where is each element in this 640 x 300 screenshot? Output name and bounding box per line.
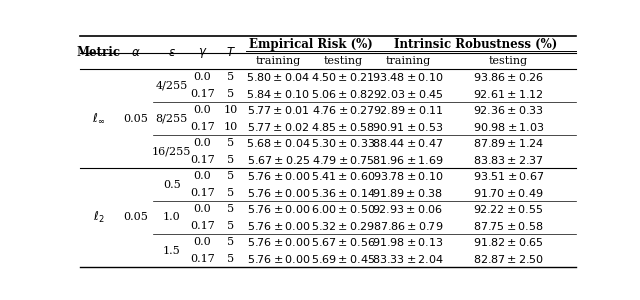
Text: 16/255: 16/255 bbox=[152, 146, 191, 157]
Text: $91.82 \pm 0.65$: $91.82 \pm 0.65$ bbox=[473, 236, 544, 248]
Text: $4.85 \pm 0.58$: $4.85 \pm 0.58$ bbox=[311, 121, 375, 133]
Text: Empirical Risk (%): Empirical Risk (%) bbox=[249, 38, 372, 51]
Text: 1.5: 1.5 bbox=[163, 245, 180, 256]
Text: $93.48 \pm 0.10$: $93.48 \pm 0.10$ bbox=[372, 71, 444, 83]
Text: $5.76 \pm 0.00$: $5.76 \pm 0.00$ bbox=[246, 236, 310, 248]
Text: $5.69 \pm 0.45$: $5.69 \pm 0.45$ bbox=[311, 253, 375, 265]
Text: testing: testing bbox=[323, 56, 362, 66]
Text: 1.0: 1.0 bbox=[163, 212, 180, 223]
Text: $91.89 \pm 0.38$: $91.89 \pm 0.38$ bbox=[372, 187, 444, 199]
Text: $5.41 \pm 0.60$: $5.41 \pm 0.60$ bbox=[310, 170, 375, 182]
Text: 10: 10 bbox=[223, 105, 237, 115]
Text: $\ell_\infty$: $\ell_\infty$ bbox=[92, 112, 105, 125]
Text: $92.61 \pm 1.12$: $92.61 \pm 1.12$ bbox=[473, 88, 544, 100]
Text: $5.76 \pm 0.00$: $5.76 \pm 0.00$ bbox=[246, 187, 310, 199]
Text: 0.17: 0.17 bbox=[190, 188, 215, 198]
Text: $92.89 \pm 0.11$: $92.89 \pm 0.11$ bbox=[372, 104, 444, 116]
Text: $5.76 \pm 0.00$: $5.76 \pm 0.00$ bbox=[246, 220, 310, 232]
Text: training: training bbox=[256, 56, 301, 66]
Text: 0.17: 0.17 bbox=[190, 254, 215, 264]
Text: $\mathit{T}$: $\mathit{T}$ bbox=[225, 46, 236, 59]
Text: 0.17: 0.17 bbox=[190, 155, 215, 165]
Text: 0.0: 0.0 bbox=[194, 237, 211, 247]
Text: 0.17: 0.17 bbox=[190, 122, 215, 132]
Text: $91.70 \pm 0.49$: $91.70 \pm 0.49$ bbox=[473, 187, 544, 199]
Text: $\ell_2$: $\ell_2$ bbox=[93, 210, 104, 225]
Text: $5.76 \pm 0.00$: $5.76 \pm 0.00$ bbox=[246, 253, 310, 265]
Text: $5.68 \pm 0.04$: $5.68 \pm 0.04$ bbox=[246, 137, 310, 149]
Text: 5: 5 bbox=[227, 138, 234, 148]
Text: $5.06 \pm 0.82$: $5.06 \pm 0.82$ bbox=[311, 88, 375, 100]
Text: $5.76 \pm 0.00$: $5.76 \pm 0.00$ bbox=[246, 203, 310, 215]
Text: $92.93 \pm 0.06$: $92.93 \pm 0.06$ bbox=[372, 203, 444, 215]
Text: $5.80 \pm 0.04$: $5.80 \pm 0.04$ bbox=[246, 71, 310, 83]
Text: $93.78 \pm 0.10$: $93.78 \pm 0.10$ bbox=[372, 170, 444, 182]
Text: $91.98 \pm 0.13$: $91.98 \pm 0.13$ bbox=[372, 236, 444, 248]
Text: 0.0: 0.0 bbox=[194, 171, 211, 181]
Text: 0.0: 0.0 bbox=[194, 105, 211, 115]
Text: 5: 5 bbox=[227, 237, 234, 247]
Text: training: training bbox=[385, 56, 431, 66]
Text: Metric: Metric bbox=[77, 46, 120, 59]
Text: $5.84 \pm 0.10$: $5.84 \pm 0.10$ bbox=[246, 88, 310, 100]
Text: 0.17: 0.17 bbox=[190, 89, 215, 99]
Text: $4.76 \pm 0.27$: $4.76 \pm 0.27$ bbox=[312, 104, 374, 116]
Text: Intrinsic Robustness (%): Intrinsic Robustness (%) bbox=[394, 38, 557, 51]
Text: $5.76 \pm 0.00$: $5.76 \pm 0.00$ bbox=[246, 170, 310, 182]
Text: 5: 5 bbox=[227, 221, 234, 231]
Text: 0.05: 0.05 bbox=[123, 113, 148, 124]
Text: 4/255: 4/255 bbox=[156, 80, 188, 91]
Text: $93.86 \pm 0.26$: $93.86 \pm 0.26$ bbox=[473, 71, 544, 83]
Text: $83.33 \pm 2.04$: $83.33 \pm 2.04$ bbox=[372, 253, 444, 265]
Text: $\gamma$: $\gamma$ bbox=[198, 46, 207, 59]
Text: 5: 5 bbox=[227, 89, 234, 99]
Text: $92.03 \pm 0.45$: $92.03 \pm 0.45$ bbox=[372, 88, 444, 100]
Text: $5.77 \pm 0.02$: $5.77 \pm 0.02$ bbox=[247, 121, 310, 133]
Text: $6.00 \pm 0.50$: $6.00 \pm 0.50$ bbox=[310, 203, 375, 215]
Text: $\alpha$: $\alpha$ bbox=[131, 46, 140, 59]
Text: testing: testing bbox=[489, 56, 528, 66]
Text: $4.50 \pm 0.21$: $4.50 \pm 0.21$ bbox=[311, 71, 374, 83]
Text: 0.0: 0.0 bbox=[194, 204, 211, 214]
Text: 10: 10 bbox=[223, 122, 237, 132]
Text: $92.36 \pm 0.33$: $92.36 \pm 0.33$ bbox=[473, 104, 544, 116]
Text: $82.87 \pm 2.50$: $82.87 \pm 2.50$ bbox=[473, 253, 544, 265]
Text: $87.75 \pm 0.58$: $87.75 \pm 0.58$ bbox=[473, 220, 544, 232]
Text: $88.44 \pm 0.47$: $88.44 \pm 0.47$ bbox=[372, 137, 444, 149]
Text: 5: 5 bbox=[227, 155, 234, 165]
Text: 0.5: 0.5 bbox=[163, 179, 180, 190]
Text: 5: 5 bbox=[227, 254, 234, 264]
Text: $5.30 \pm 0.33$: $5.30 \pm 0.33$ bbox=[311, 137, 375, 149]
Text: $83.83 \pm 2.37$: $83.83 \pm 2.37$ bbox=[473, 154, 544, 166]
Text: $87.89 \pm 1.24$: $87.89 \pm 1.24$ bbox=[473, 137, 544, 149]
Text: 5: 5 bbox=[227, 171, 234, 181]
Text: $87.86 \pm 0.79$: $87.86 \pm 0.79$ bbox=[373, 220, 444, 232]
Text: $90.91 \pm 0.53$: $90.91 \pm 0.53$ bbox=[372, 121, 444, 133]
Text: $90.98 \pm 1.03$: $90.98 \pm 1.03$ bbox=[473, 121, 544, 133]
Text: $\epsilon$: $\epsilon$ bbox=[168, 46, 176, 59]
Text: $5.77 \pm 0.01$: $5.77 \pm 0.01$ bbox=[247, 104, 310, 116]
Text: $5.36 \pm 0.14$: $5.36 \pm 0.14$ bbox=[310, 187, 375, 199]
Text: 8/255: 8/255 bbox=[156, 113, 188, 124]
Text: 0.0: 0.0 bbox=[194, 72, 211, 82]
Text: $5.67 \pm 0.56$: $5.67 \pm 0.56$ bbox=[310, 236, 375, 248]
Text: $5.67 \pm 0.25$: $5.67 \pm 0.25$ bbox=[246, 154, 310, 166]
Text: $4.79 \pm 0.75$: $4.79 \pm 0.75$ bbox=[312, 154, 374, 166]
Text: 5: 5 bbox=[227, 204, 234, 214]
Text: $93.51 \pm 0.67$: $93.51 \pm 0.67$ bbox=[473, 170, 544, 182]
Text: 0.17: 0.17 bbox=[190, 221, 215, 231]
Text: 0.0: 0.0 bbox=[194, 138, 211, 148]
Text: $81.96 \pm 1.69$: $81.96 \pm 1.69$ bbox=[372, 154, 444, 166]
Text: $92.22 \pm 0.55$: $92.22 \pm 0.55$ bbox=[474, 203, 544, 215]
Text: 5: 5 bbox=[227, 188, 234, 198]
Text: 5: 5 bbox=[227, 72, 234, 82]
Text: 0.05: 0.05 bbox=[123, 212, 148, 223]
Text: $5.32 \pm 0.29$: $5.32 \pm 0.29$ bbox=[311, 220, 374, 232]
